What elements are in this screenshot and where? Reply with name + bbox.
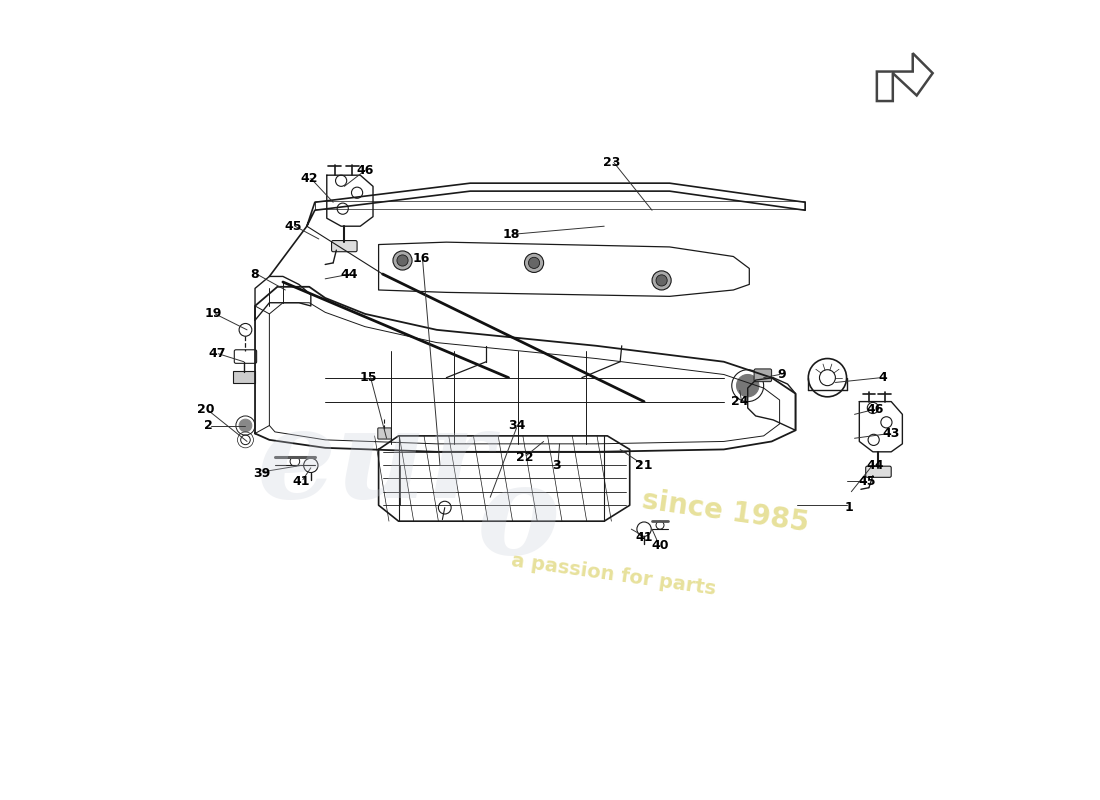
- Text: 34: 34: [508, 419, 525, 432]
- FancyBboxPatch shape: [377, 428, 392, 439]
- Circle shape: [656, 275, 668, 286]
- Text: 8: 8: [251, 267, 260, 281]
- Text: 46: 46: [867, 403, 884, 416]
- Text: 42: 42: [300, 172, 318, 185]
- FancyBboxPatch shape: [755, 369, 771, 382]
- Text: 3: 3: [552, 459, 561, 472]
- Text: 4: 4: [879, 371, 888, 384]
- Circle shape: [397, 255, 408, 266]
- Text: 18: 18: [503, 228, 520, 241]
- Text: 39: 39: [253, 467, 270, 480]
- Text: 46: 46: [356, 164, 374, 177]
- Text: o: o: [476, 459, 560, 580]
- Text: 16: 16: [412, 251, 429, 265]
- Circle shape: [652, 271, 671, 290]
- Text: since 1985: since 1985: [640, 486, 811, 537]
- Text: 43: 43: [882, 427, 900, 440]
- FancyBboxPatch shape: [331, 241, 358, 252]
- Text: 41: 41: [636, 530, 652, 544]
- Text: 20: 20: [197, 403, 215, 416]
- Circle shape: [239, 419, 252, 432]
- Text: 47: 47: [208, 347, 226, 360]
- Text: 40: 40: [651, 538, 669, 551]
- Text: 44: 44: [340, 267, 358, 281]
- Text: 2: 2: [205, 419, 213, 432]
- Text: 45: 45: [285, 220, 303, 233]
- Text: 21: 21: [636, 459, 652, 472]
- Circle shape: [737, 374, 759, 397]
- Text: 41: 41: [293, 475, 310, 488]
- Text: 19: 19: [205, 307, 222, 321]
- Text: 15: 15: [360, 371, 377, 384]
- FancyBboxPatch shape: [233, 371, 255, 383]
- Circle shape: [525, 254, 543, 273]
- Text: 9: 9: [777, 368, 785, 381]
- Text: 22: 22: [516, 451, 534, 464]
- Text: 44: 44: [867, 459, 884, 472]
- Text: a passion for parts: a passion for parts: [510, 552, 717, 599]
- Text: 45: 45: [858, 475, 876, 488]
- Text: 1: 1: [845, 501, 854, 514]
- FancyBboxPatch shape: [234, 350, 256, 363]
- Text: 23: 23: [604, 156, 620, 169]
- Circle shape: [528, 258, 540, 269]
- FancyBboxPatch shape: [866, 466, 891, 478]
- Circle shape: [393, 251, 412, 270]
- Text: 24: 24: [732, 395, 748, 408]
- Text: eur: eur: [256, 403, 493, 525]
